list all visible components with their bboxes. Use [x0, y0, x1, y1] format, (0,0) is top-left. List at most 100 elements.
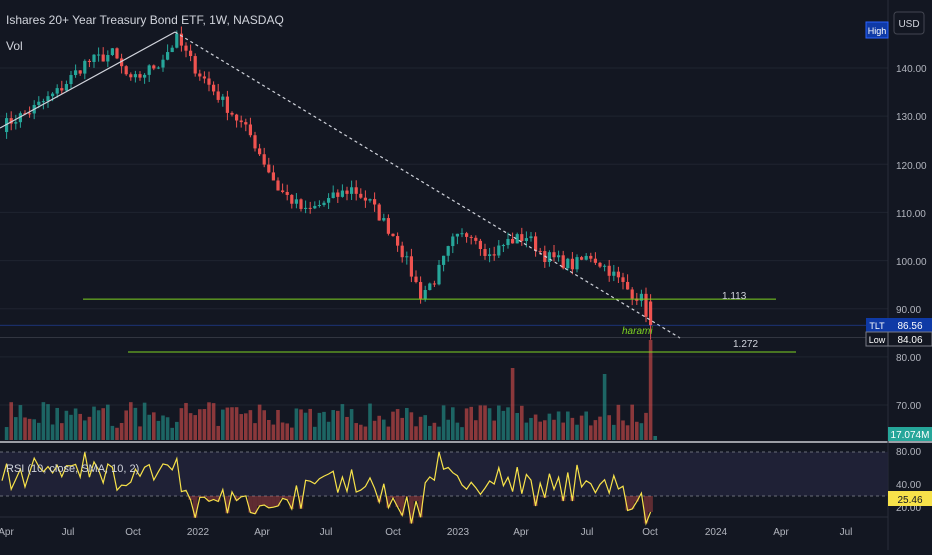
candle-body — [409, 256, 413, 277]
volume-bar — [621, 420, 625, 440]
rsi-oversold-segment — [376, 496, 382, 503]
volume-bar — [138, 426, 142, 440]
candle-body — [83, 60, 87, 74]
candle-body — [271, 172, 275, 181]
rsi-oversold-segment — [275, 496, 281, 507]
candle-body — [340, 190, 344, 197]
rsi-value: 25.46 — [897, 495, 922, 506]
volume-bar — [271, 424, 276, 440]
candle-body — [133, 74, 137, 78]
volume-bar — [575, 424, 579, 440]
volume-bar — [547, 413, 552, 440]
time-axis[interactable]: Apr Jul Oct 2022 Apr Jul Oct 2023 Apr Ju… — [0, 527, 852, 538]
volume-bar — [474, 420, 478, 440]
volume-bar — [115, 427, 119, 440]
candle-body — [524, 238, 528, 242]
candle-body — [644, 293, 648, 317]
volume-bar — [340, 404, 345, 440]
rsi-oversold-segment — [252, 496, 258, 514]
volume-bar — [60, 423, 64, 440]
candle-body — [179, 33, 183, 46]
volume-bar — [497, 405, 501, 440]
volume-bar — [244, 413, 248, 440]
price-tick: 80.00 — [896, 353, 921, 364]
candle-body — [469, 236, 473, 238]
candle-body — [14, 122, 18, 124]
candle-body — [612, 271, 616, 276]
candle-body — [635, 298, 639, 301]
volume-bar — [161, 415, 165, 440]
last-price-value: 86.56 — [897, 321, 922, 332]
candle-body — [414, 276, 418, 283]
volume-bar — [303, 412, 308, 440]
time-label: Apr — [513, 527, 529, 538]
time-label: Jul — [840, 527, 853, 538]
volume-bar — [630, 404, 634, 440]
volume-bar — [326, 421, 331, 440]
volume-bar — [78, 413, 82, 440]
candle-body — [561, 255, 565, 269]
rsi-oversold-segment — [234, 496, 239, 501]
volume-bar — [400, 417, 404, 440]
rsi-oversold-segment — [648, 496, 653, 512]
price-axis[interactable]: 140.00 130.00 120.00 110.00 100.00 90.00… — [896, 64, 927, 412]
volume-bar — [349, 409, 354, 440]
volume-bar — [280, 422, 285, 440]
volume-bar — [570, 417, 575, 440]
volume-bar — [391, 411, 395, 440]
candle-body — [621, 277, 625, 282]
volume-bar — [142, 402, 147, 440]
candle-body — [534, 236, 538, 251]
volume-bar — [119, 423, 124, 440]
candle-body — [547, 252, 551, 262]
candle-body — [166, 52, 170, 60]
candle-body — [649, 301, 653, 326]
candle-body — [368, 199, 372, 201]
candle-body — [9, 118, 13, 124]
volume-bar — [165, 417, 170, 440]
volume-bar — [598, 416, 602, 440]
volume-bar — [372, 420, 377, 440]
candle-body — [235, 114, 239, 121]
candle-body — [69, 75, 73, 85]
volume-bar — [257, 404, 262, 440]
volume-bar — [589, 425, 593, 440]
volume-bar — [395, 409, 400, 440]
candle-body — [304, 207, 308, 209]
rsi-oversold-segment — [284, 496, 290, 500]
rsi-oversold-segment — [413, 496, 419, 502]
volume-bar — [41, 402, 46, 440]
candle-body — [281, 190, 285, 192]
rsi-band — [0, 452, 888, 496]
volume-bar — [529, 417, 533, 440]
volume-bar — [32, 419, 36, 440]
rsi-value-badge — [888, 491, 932, 506]
volume-bar — [96, 410, 101, 440]
volume-bar — [437, 426, 441, 440]
volume-bar — [428, 425, 432, 440]
volume-bar — [83, 420, 87, 440]
volume-bar — [184, 402, 188, 440]
volume-bar — [409, 412, 414, 440]
volume-bar — [133, 407, 138, 440]
volume-bar — [55, 407, 59, 440]
candle-body — [598, 262, 602, 267]
currency-button[interactable] — [893, 11, 925, 35]
candle-body — [584, 255, 588, 260]
candle-body — [396, 236, 400, 246]
candle-body — [446, 246, 450, 256]
low-badge-label: Low — [869, 335, 886, 345]
rsi-oversold-segment — [643, 496, 649, 524]
downtrend-line — [174, 31, 681, 339]
volume-bar — [566, 411, 570, 440]
candle-body — [616, 271, 620, 278]
candle-body — [110, 48, 114, 55]
candle-body — [258, 148, 262, 155]
time-label: Apr — [254, 527, 270, 538]
candle-body — [317, 205, 321, 207]
volume-bar — [234, 407, 239, 440]
candle-body — [207, 78, 211, 85]
candle-body — [639, 293, 643, 301]
